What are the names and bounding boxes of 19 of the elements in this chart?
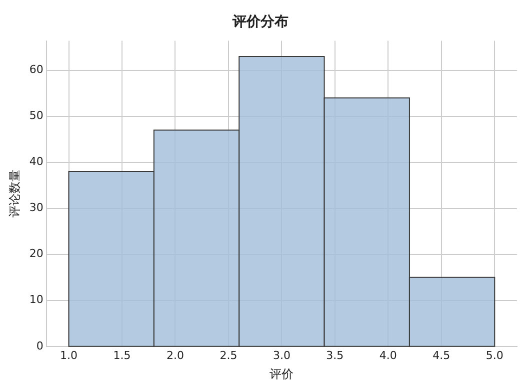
y-tick-label: 50 xyxy=(29,109,44,122)
y-tick-label: 40 xyxy=(29,155,44,168)
y-tick-label: 30 xyxy=(29,201,44,214)
y-tick-label: 20 xyxy=(29,247,44,260)
x-tick-label: 1.0 xyxy=(60,348,78,362)
x-tick-label: 3.0 xyxy=(272,348,290,362)
y-axis-title: 评论数量 xyxy=(7,170,22,218)
chart-title: 评价分布 xyxy=(232,14,288,30)
y-tick-label: 10 xyxy=(29,293,44,306)
x-tick-label: 1.5 xyxy=(113,348,131,362)
x-tick-label: 2.5 xyxy=(220,348,238,362)
x-tick-label: 3.5 xyxy=(326,348,344,362)
y-tick-label: 0 xyxy=(36,339,44,352)
x-tick-label: 5.0 xyxy=(486,348,504,362)
x-tick-label: 4.0 xyxy=(379,348,397,362)
y-tick-label: 60 xyxy=(29,63,44,76)
x-tick-label: 4.5 xyxy=(432,348,450,362)
x-axis-title: 评价 xyxy=(270,366,294,381)
x-tick-label: 2.0 xyxy=(166,348,184,362)
